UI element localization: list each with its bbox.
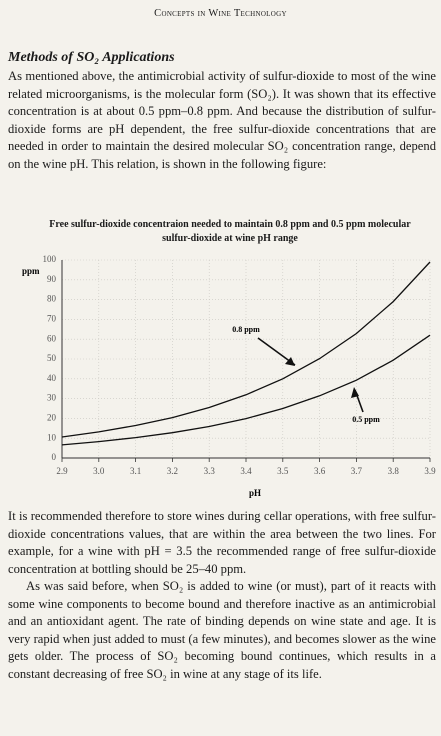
x-tick-label: 3.9 (424, 466, 436, 476)
running-header: Concepts in Wine Technology (154, 8, 287, 19)
arrow-head (351, 387, 359, 398)
y-tick-label: 90 (47, 274, 57, 284)
y-tick-label: 60 (47, 333, 57, 343)
x-tick-label: 3.5 (277, 466, 289, 476)
y-tick-label: 30 (47, 393, 57, 403)
arrow-head (285, 357, 295, 366)
section-title: Methods of SO₂ Applications (8, 50, 175, 65)
x-tick-label: 3.0 (93, 466, 105, 476)
x-tick-label: 3.3 (204, 466, 216, 476)
x-tick-label: 3.6 (314, 466, 326, 476)
y-tick-label: 0 (52, 452, 57, 462)
x-axis-label: pH (249, 488, 261, 498)
x-tick-label: 3.7 (351, 466, 363, 476)
x-tick-label: 3.1 (130, 466, 141, 476)
chart: ppm pH 0 10 20 30 40 50 60 70 80 90 100 2.9 3.0 3.1 3.… (22, 254, 436, 498)
chart-title: Free sulfur-dioxide concentraion needed … (49, 219, 411, 244)
y-tick-label: 10 (47, 432, 57, 442)
paragraph: As mentioned above, the antimicrobial ac… (8, 69, 436, 171)
x-tick-label: 2.9 (56, 466, 68, 476)
paragraph: It is recommended therefore to store win… (8, 509, 436, 576)
x-tick-label: 3.4 (240, 466, 252, 476)
data-line (61, 261, 431, 438)
paragraph: As was said before, when SO₂ is added to… (8, 579, 436, 681)
data-line (61, 334, 431, 446)
x-tick-label: 3.8 (388, 466, 400, 476)
y-tick-label: 50 (47, 353, 57, 363)
x-tick-label: 3.2 (167, 466, 178, 476)
y-tick-label: 70 (47, 313, 57, 323)
annotation: 0.8 ppm (232, 325, 260, 334)
annotation: 0.5 ppm (352, 415, 380, 424)
y-tick-label: 20 (47, 412, 57, 422)
y-tick-label: 100 (43, 254, 57, 264)
y-tick-label: 80 (47, 294, 57, 304)
y-axis-label: ppm (22, 266, 40, 276)
y-tick-label: 40 (47, 373, 57, 383)
